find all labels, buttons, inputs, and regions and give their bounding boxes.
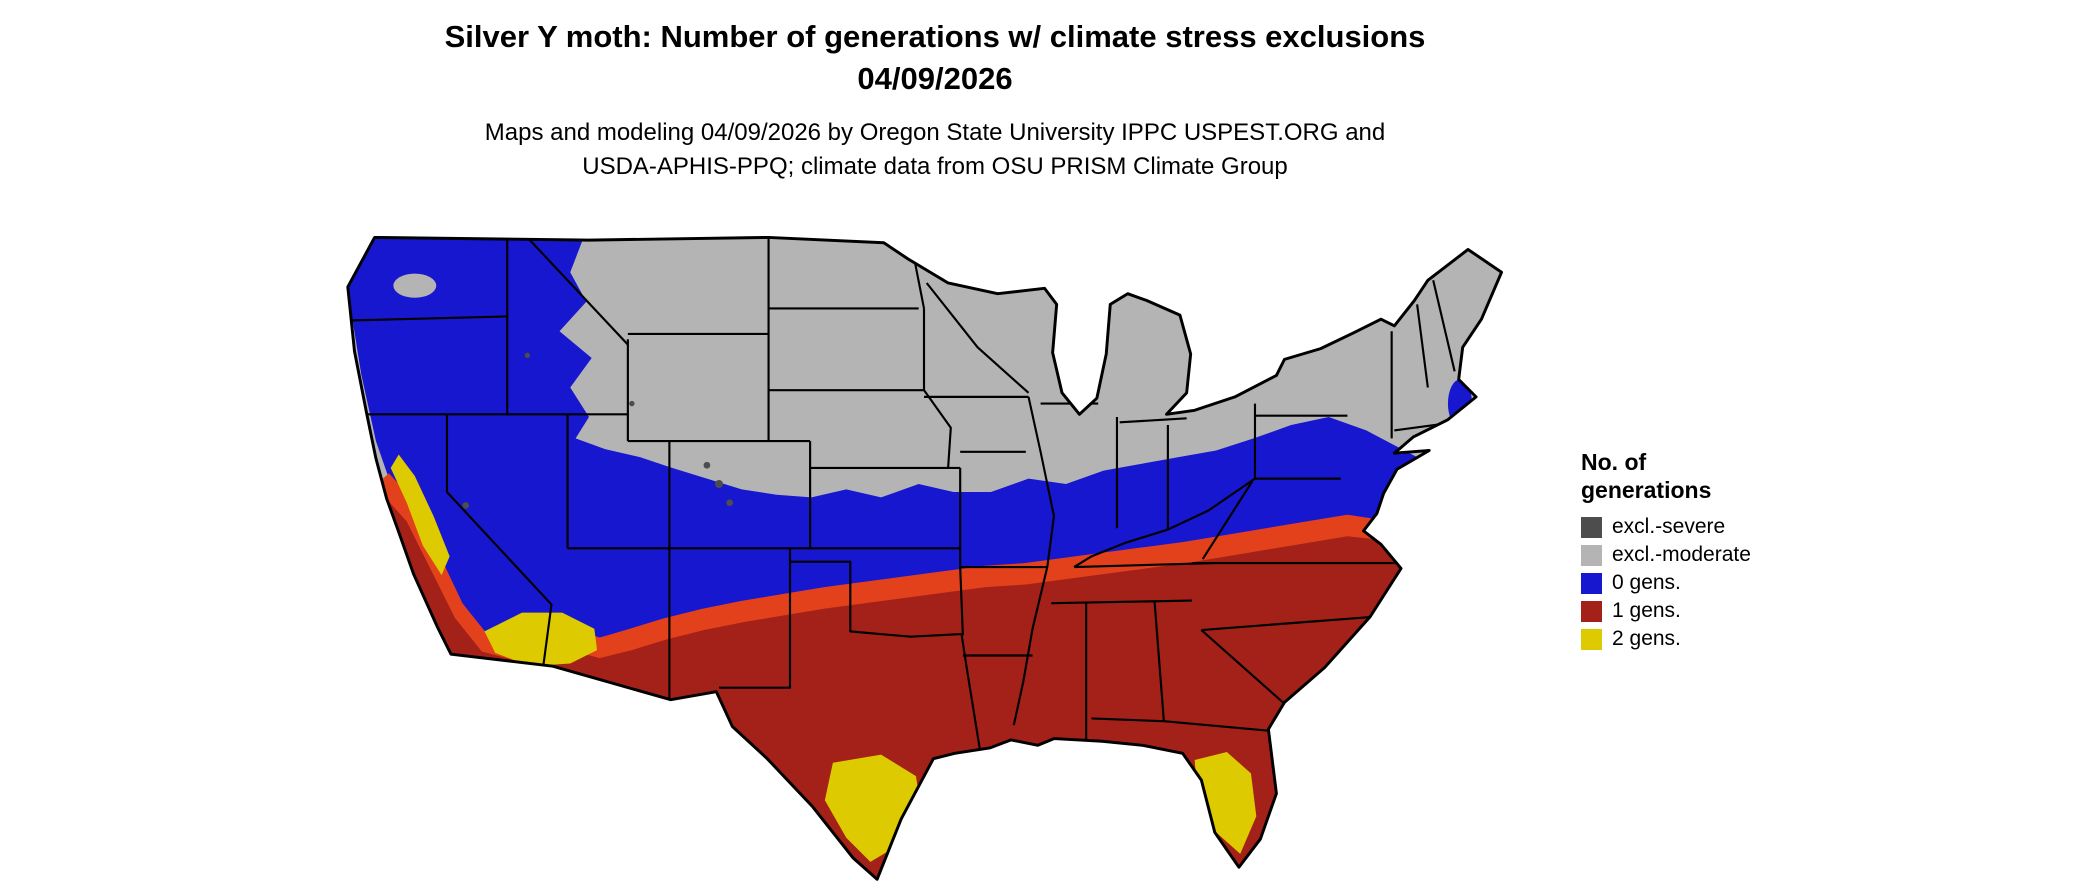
zone-2-gens-california [390,454,450,576]
zone-0-gens [347,237,1418,648]
legend-title-line-2: generations [1581,477,1712,503]
legend-item: excl.-severe [1581,516,1881,538]
map-date: 04/09/2026 [857,61,1013,96]
zone-moderate-patch [393,273,437,298]
legend-title: No. of generations [1581,448,1881,504]
legend-label: 0 gens. [1612,571,1681,594]
legend-label: 1 gens. [1612,599,1681,622]
legend-rows: excl.-severe excl.-moderate 0 gens. 1 ge… [1581,516,1881,650]
subtitle-line-1: Maps and modeling 04/09/2026 by Oregon S… [484,119,1386,146]
map-svg [346,235,1504,881]
legend: No. of generations excl.-severe excl.-mo… [1581,448,1881,656]
legend-label: 2 gens. [1612,627,1681,650]
legend-swatch [1581,600,1602,622]
map-title: Silver Y moth: Number of generations w/ … [444,19,1426,54]
legend-item: 2 gens. [1581,628,1881,650]
legend-swatch [1581,628,1602,650]
legend-swatch [1581,572,1602,594]
map-subtitle: Maps and modeling 04/09/2026 by Oregon S… [0,116,1870,184]
state-borders [347,237,1456,753]
legend-item: excl.-moderate [1581,544,1881,566]
legend-label: excl.-moderate [1612,543,1751,566]
zone-2-gens-florida [1194,751,1257,854]
us-outline [346,235,1504,881]
legend-title-line-1: No. of [1581,449,1647,475]
legend-item: 0 gens. [1581,572,1881,594]
zone-excl-severe [462,352,734,509]
legend-label: excl.-severe [1612,515,1726,538]
us-map [321,226,1527,884]
map-header: Silver Y moth: Number of generations w/ … [0,16,1870,184]
legend-swatch [1581,544,1602,566]
zone-2-gens-arizona [484,612,598,667]
legend-item: 1 gens. [1581,600,1881,622]
legend-swatch [1581,516,1602,538]
subtitle-line-2: USDA-APHIS-PPQ; climate data from OSU PR… [582,153,1288,180]
